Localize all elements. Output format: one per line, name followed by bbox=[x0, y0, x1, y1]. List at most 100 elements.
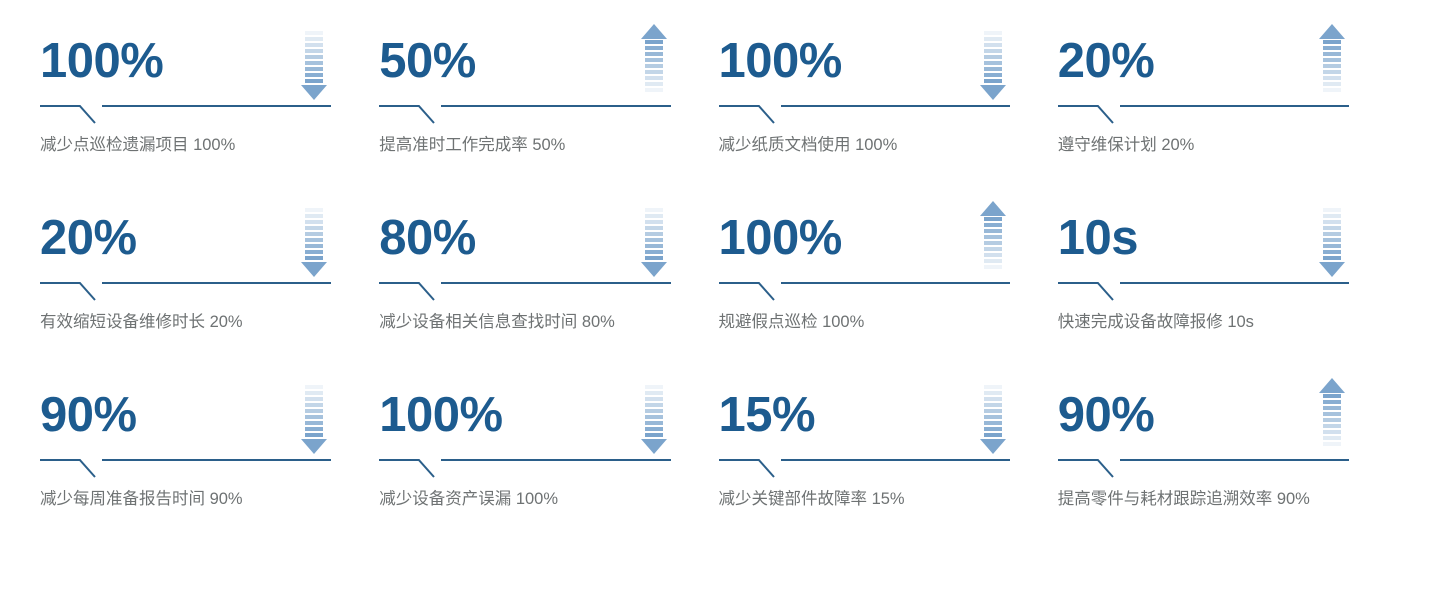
divider-right-segment bbox=[102, 282, 332, 284]
metric-card: 100% 减少点巡检遗漏项目 100% bbox=[40, 22, 379, 199]
arrow-bar bbox=[644, 52, 663, 56]
metric-caption: 减少设备资产误漏 100% bbox=[379, 490, 559, 508]
divider-left-segment bbox=[718, 459, 759, 461]
arrow-bars bbox=[1323, 394, 1341, 448]
metric-value: 20% bbox=[1057, 34, 1155, 88]
arrow-down-icon bbox=[640, 376, 667, 454]
arrow-bar bbox=[305, 232, 324, 236]
arrow-bar bbox=[1323, 400, 1341, 404]
arrow-bar bbox=[644, 64, 663, 68]
divider-slash bbox=[418, 282, 435, 301]
arrow-bar bbox=[644, 433, 663, 437]
arrow-bar bbox=[1323, 70, 1341, 74]
arrow-bar bbox=[305, 433, 324, 437]
arrow-bar bbox=[644, 421, 663, 425]
arrow-head bbox=[1319, 24, 1345, 39]
divider-right-segment bbox=[441, 105, 671, 107]
metric-card: 20% 有效缩短设备维修时长 20% bbox=[40, 199, 379, 376]
metric-caption: 减少关键部件故障率 15% bbox=[718, 490, 905, 508]
divider-left-segment bbox=[40, 282, 80, 284]
metric-value: 50% bbox=[379, 34, 476, 88]
divider-left-segment bbox=[40, 459, 80, 461]
arrow-bar bbox=[1323, 46, 1341, 50]
arrow-bar bbox=[983, 247, 1002, 251]
metric-header: 20% bbox=[1058, 22, 1349, 100]
divider-right-segment bbox=[441, 282, 671, 284]
arrow-bar bbox=[644, 88, 663, 92]
metric-divider bbox=[379, 277, 671, 301]
arrow-down-icon bbox=[979, 22, 1006, 100]
arrow-bar bbox=[305, 73, 324, 77]
metric-value: 100% bbox=[40, 34, 164, 88]
metric-caption: 有效缩短设备维修时长 20% bbox=[40, 313, 243, 331]
arrow-bar bbox=[983, 403, 1002, 407]
arrow-bar bbox=[644, 238, 663, 242]
arrow-down-icon bbox=[1319, 199, 1345, 277]
metric-divider bbox=[40, 100, 332, 124]
arrow-bars bbox=[305, 208, 324, 262]
arrow-bar bbox=[305, 256, 324, 260]
arrow-bar bbox=[983, 235, 1002, 239]
divider-slash bbox=[418, 105, 435, 124]
metric-value: 90% bbox=[40, 388, 137, 442]
arrow-bar bbox=[1323, 208, 1341, 212]
arrow-bar bbox=[644, 220, 663, 224]
divider-left-segment bbox=[379, 282, 420, 284]
metric-caption: 规避假点巡检 100% bbox=[718, 313, 865, 331]
metric-header: 20% bbox=[40, 199, 331, 277]
arrow-bar bbox=[305, 415, 324, 419]
arrow-head bbox=[1319, 262, 1345, 277]
arrow-bar bbox=[983, 427, 1002, 431]
metric-header: 100% bbox=[379, 376, 670, 454]
metric-caption: 快速完成设备故障报修 10s bbox=[1057, 313, 1254, 331]
divider-left-segment bbox=[718, 105, 759, 107]
metric-value: 80% bbox=[379, 211, 476, 265]
arrow-down-icon bbox=[301, 199, 328, 277]
arrow-bar bbox=[644, 415, 663, 419]
metric-card: 15% 减少关键部件故障率 15% bbox=[718, 376, 1058, 553]
divider-right-segment bbox=[1119, 282, 1349, 284]
metric-header: 80% bbox=[379, 199, 670, 277]
arrow-bar bbox=[305, 238, 324, 242]
arrow-bar bbox=[644, 427, 663, 431]
metric-caption: 减少设备相关信息查找时间 80% bbox=[379, 313, 615, 331]
arrow-bar bbox=[644, 250, 663, 254]
divider-right-segment bbox=[780, 459, 1010, 461]
metric-header: 100% bbox=[719, 199, 1010, 277]
arrow-bar bbox=[983, 391, 1002, 395]
arrow-bar bbox=[1323, 40, 1341, 44]
arrow-bar bbox=[1323, 424, 1341, 428]
arrow-bar bbox=[644, 397, 663, 401]
arrow-bar bbox=[1323, 436, 1341, 440]
divider-right-segment bbox=[780, 105, 1010, 107]
arrow-bar bbox=[305, 250, 324, 254]
arrow-bar bbox=[983, 31, 1002, 35]
metric-header: 100% bbox=[719, 22, 1010, 100]
arrow-bar bbox=[1323, 442, 1341, 446]
metric-value: 20% bbox=[40, 211, 137, 265]
arrow-bar bbox=[983, 415, 1002, 419]
arrow-bar bbox=[644, 232, 663, 236]
divider-right-segment bbox=[1119, 459, 1349, 461]
metric-divider bbox=[1057, 100, 1349, 124]
arrow-head bbox=[301, 85, 328, 100]
arrow-bar bbox=[1323, 52, 1341, 56]
arrow-bar bbox=[1323, 250, 1341, 254]
divider-slash bbox=[79, 282, 96, 301]
metric-caption: 提高零件与耗材跟踪追溯效率 90% bbox=[1057, 490, 1310, 508]
divider-slash bbox=[1096, 459, 1114, 478]
arrow-bar bbox=[305, 220, 324, 224]
metric-divider bbox=[1057, 454, 1349, 478]
arrow-bar bbox=[644, 208, 663, 212]
arrow-down-icon bbox=[301, 22, 328, 100]
arrow-bar bbox=[1323, 244, 1341, 248]
arrow-bar bbox=[644, 226, 663, 230]
divider-slash bbox=[1096, 105, 1114, 124]
arrow-bar bbox=[983, 253, 1002, 257]
arrow-bar bbox=[983, 61, 1002, 65]
arrow-bar bbox=[983, 241, 1002, 245]
metric-caption: 遵守维保计划 20% bbox=[1057, 136, 1195, 154]
arrow-bar bbox=[983, 79, 1002, 83]
metric-caption: 减少每周准备报告时间 90% bbox=[40, 490, 243, 508]
divider-slash bbox=[79, 105, 96, 124]
